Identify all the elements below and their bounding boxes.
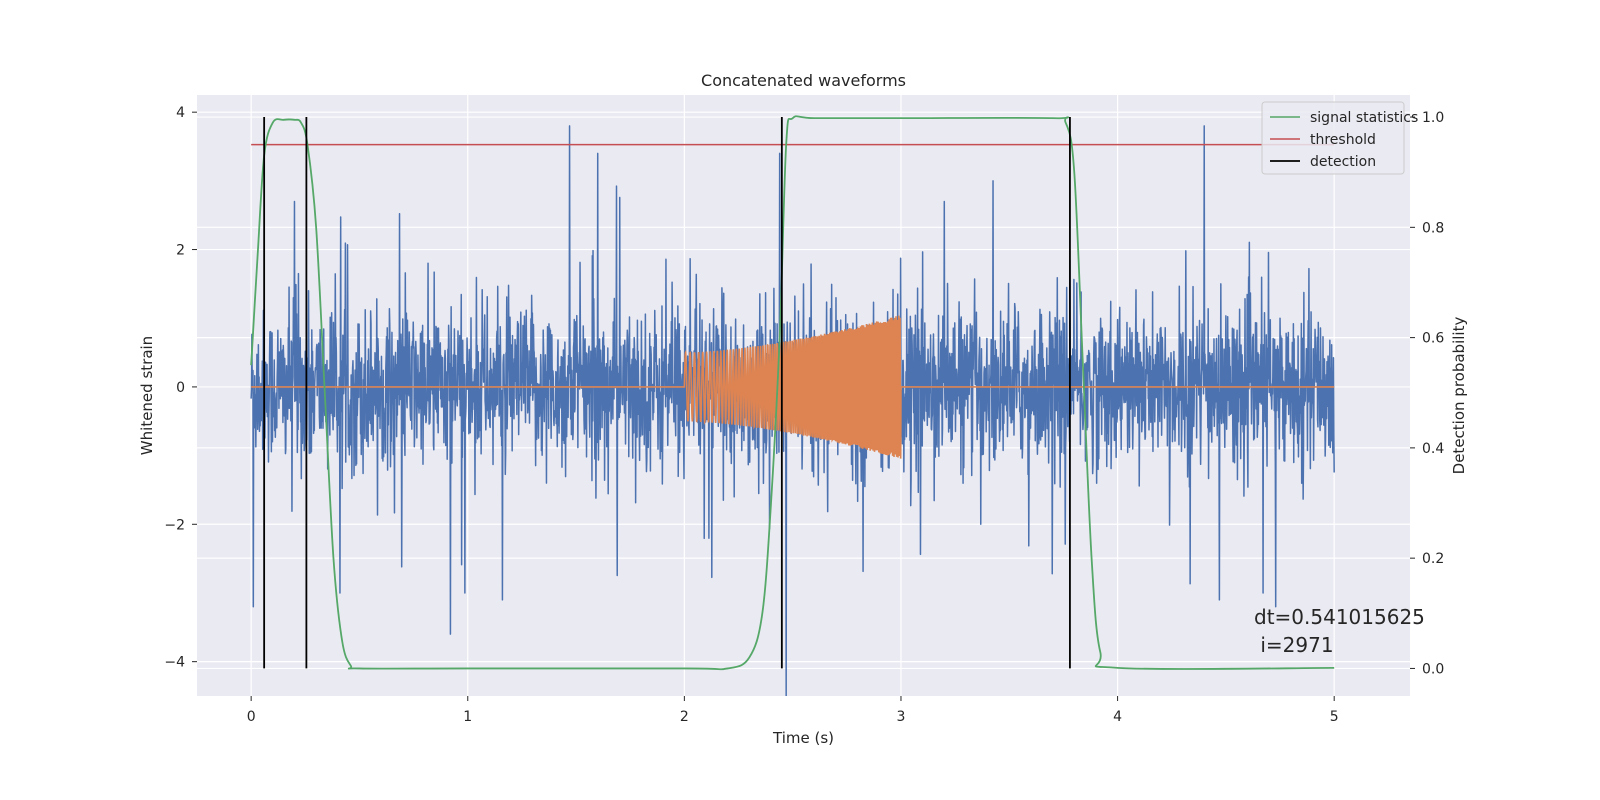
y-right-tick-label: 1.0 [1422,110,1444,126]
plot-content [250,115,1335,696]
y-right-tick-label: 0.6 [1422,331,1444,347]
y-axis-label: Whitened strain [138,336,156,455]
y-right-tick-label: 0.2 [1422,551,1444,567]
x-tick-label: 4 [1113,709,1122,725]
annotation: dt=0.541015625 i=2971 [1254,605,1425,657]
y-right-tick-label: 0.4 [1422,441,1444,457]
x-tick-label: 5 [1330,709,1339,725]
legend-label-threshold: threshold [1310,132,1376,148]
x-tick-label: 0 [247,709,256,725]
series-signal-statistics [250,115,1335,671]
y-tick-label: 0 [176,380,185,396]
y-tick-label: −4 [164,655,185,671]
y-right-tick-label: 0.0 [1422,661,1444,677]
legend-box [1261,101,1405,175]
annotation-index: i=2971 [1254,633,1334,657]
y-tick-label: 4 [176,105,185,121]
chart-title: Concatenated waveforms [701,71,906,90]
legend-label-detection: detection [1310,154,1376,170]
axis-ticks: 0 1 2 3 4 5 −4 −2 0 2 4 0.0 0.2 0.4 0.6 0.8 1.0 [164,105,1444,725]
y-tick-label: −2 [164,517,185,533]
x-axis-label: Time (s) [772,729,834,747]
y-axis-right-label: Detection probability [1450,317,1468,475]
x-tick-label: 3 [897,709,906,725]
series-injected-chirp [251,315,1335,459]
legend-label-signal-statistics: signal statistics [1310,110,1418,126]
y-tick-label: 2 [176,243,185,259]
grid [197,95,1410,696]
x-tick-label: 1 [463,709,472,725]
annotation-dt: dt=0.541015625 [1254,605,1425,629]
legend: signal statistics threshold detection [1261,101,1418,175]
y-right-tick-label: 0.8 [1422,220,1444,236]
x-tick-label: 2 [680,709,689,725]
